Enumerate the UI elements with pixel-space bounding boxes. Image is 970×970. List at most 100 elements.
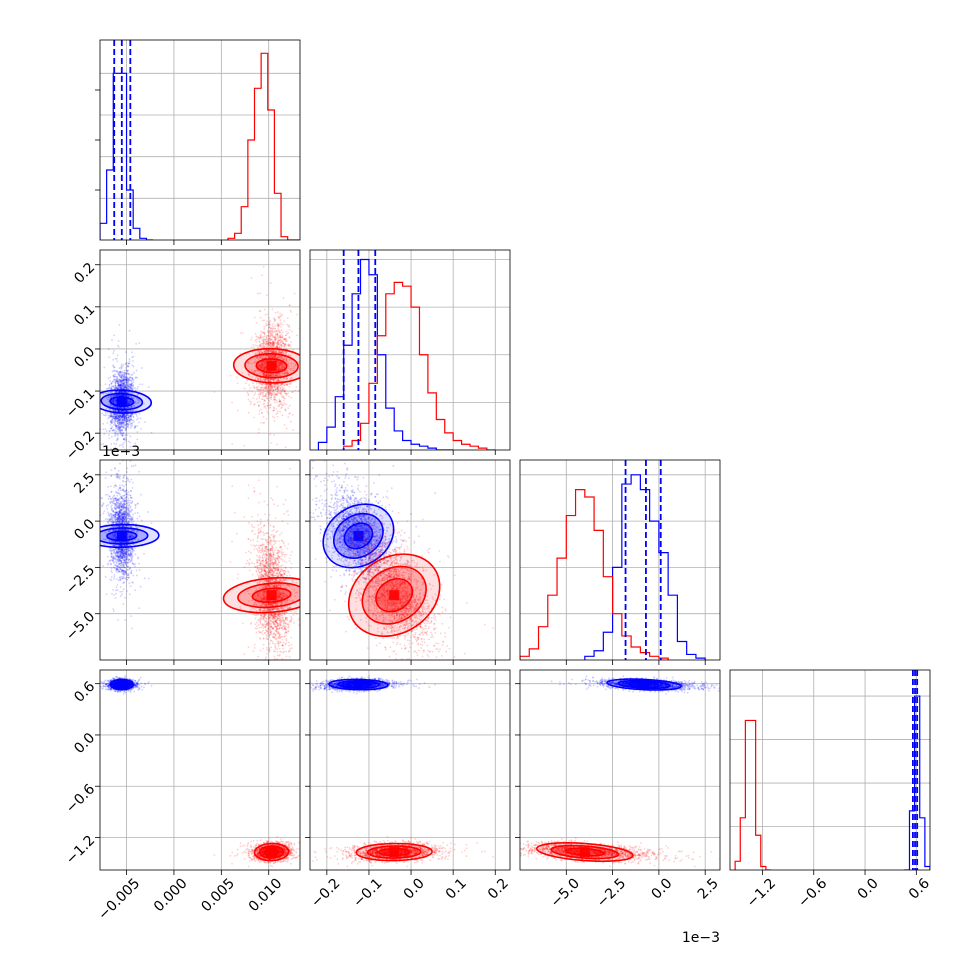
- sample-point: [120, 422, 123, 425]
- sample-point: [129, 395, 132, 397]
- sample-point: [119, 426, 121, 429]
- density-peak: [116, 396, 127, 407]
- sample-point: [121, 394, 124, 397]
- sample-point: [265, 417, 268, 420]
- sample-point: [107, 387, 110, 390]
- sample-point: [122, 438, 125, 441]
- sample-point: [267, 343, 270, 346]
- sample-point: [108, 384, 111, 387]
- sample-point: [105, 430, 108, 432]
- sample-point: [255, 386, 258, 389]
- sample-point: [110, 388, 113, 390]
- sample-point: [134, 553, 137, 556]
- sample-point: [125, 415, 128, 417]
- sample-point: [268, 326, 271, 329]
- sample-point: [265, 336, 268, 339]
- sample-point: [121, 419, 124, 422]
- sample-point: [268, 337, 271, 340]
- sample-point: [255, 340, 258, 343]
- sample-point: [116, 432, 119, 435]
- sample-point: [120, 363, 123, 366]
- sample-point: [127, 387, 130, 390]
- sample-point: [117, 434, 119, 437]
- sample-point: [283, 401, 285, 404]
- sample-point: [282, 395, 285, 398]
- hist-3-frame: [729, 669, 931, 871]
- sample-point: [121, 422, 124, 424]
- sample-point: [117, 384, 120, 387]
- sample-point: [131, 424, 134, 427]
- sample-point: [118, 374, 120, 377]
- sample-point: [127, 383, 130, 386]
- sample-point: [247, 411, 250, 414]
- density-peak: [266, 360, 277, 371]
- sample-point: [110, 395, 112, 398]
- sample-point: [252, 397, 255, 400]
- sample-point: [127, 388, 130, 391]
- sample-point: [108, 430, 111, 433]
- sample-point: [117, 417, 119, 419]
- sample-point: [120, 379, 123, 382]
- sample-point: [116, 437, 119, 439]
- sample-point: [113, 394, 116, 397]
- sample-point: [276, 311, 279, 314]
- sample-point: [288, 304, 291, 307]
- sample-point: [125, 380, 128, 383]
- sample-point: [118, 428, 120, 431]
- sample-point: [121, 418, 124, 420]
- sample-point: [112, 380, 115, 382]
- sample-point: [112, 415, 115, 418]
- sample-point: [134, 426, 137, 428]
- sample-point: [288, 404, 291, 407]
- sample-point: [110, 382, 113, 385]
- sample-point: [124, 381, 127, 384]
- sample-point: [115, 415, 117, 418]
- sample-point: [124, 394, 127, 397]
- sample-point: [130, 413, 133, 416]
- sample-point: [122, 379, 125, 382]
- sample-point: [120, 367, 123, 370]
- sample-point: [105, 505, 108, 507]
- sample-point: [123, 379, 125, 382]
- sample-point: [112, 417, 115, 419]
- sample-point: [126, 418, 129, 421]
- sample-point: [124, 384, 127, 387]
- sample-point: [114, 415, 117, 418]
- sample-point: [274, 327, 277, 330]
- sample-point: [283, 347, 286, 350]
- sample-point: [120, 380, 122, 382]
- sample-point: [103, 366, 106, 369]
- sample-point: [125, 372, 128, 375]
- sample-point: [126, 410, 129, 413]
- sample-point: [112, 428, 115, 431]
- sample-point: [108, 416, 110, 419]
- sample-point: [117, 386, 120, 389]
- sample-point: [118, 427, 121, 430]
- sample-point: [109, 414, 111, 417]
- sample-point: [265, 322, 267, 325]
- sample-point: [257, 385, 260, 388]
- sample-point: [117, 423, 120, 426]
- sample-point: [287, 392, 289, 395]
- sample-point: [123, 387, 126, 390]
- sample-point: [122, 410, 125, 412]
- sample-point: [127, 395, 130, 398]
- sample-point: [120, 415, 123, 418]
- sample-point: [114, 416, 117, 418]
- sample-point: [101, 412, 104, 415]
- sample-point: [129, 426, 132, 429]
- sample-point: [108, 356, 111, 359]
- sample-point: [295, 385, 298, 388]
- sample-point: [132, 365, 135, 368]
- sample-point: [121, 391, 124, 394]
- hist-1-frame: [309, 249, 511, 451]
- sample-point: [119, 418, 122, 421]
- sample-point: [132, 359, 134, 362]
- sample-point: [128, 420, 131, 423]
- sample-point: [115, 402, 117, 405]
- sample-point: [118, 416, 120, 418]
- sample-point: [121, 383, 124, 385]
- sample-point: [119, 414, 121, 417]
- sample-point: [120, 421, 123, 423]
- sample-point: [267, 407, 270, 409]
